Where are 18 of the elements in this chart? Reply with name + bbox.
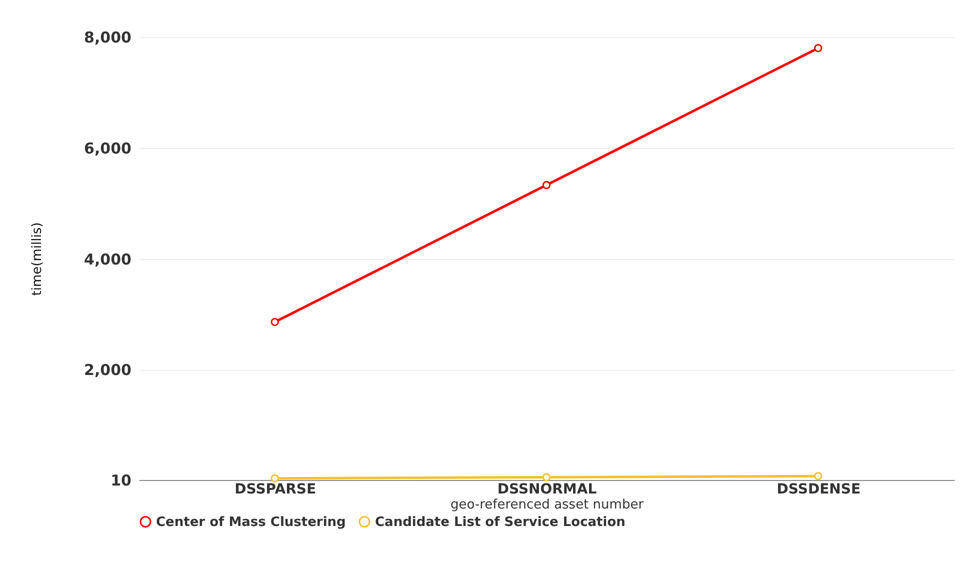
x-axis-title: geo-referenced asset number [450,498,644,512]
x-tick-label: DSSNORMAL [497,482,597,498]
legend-label: Center of Mass Clustering [156,514,346,530]
legend-label: Candidate List of Service Location [375,514,626,530]
point [542,180,551,190]
x-tick-label: DSSDENSE [776,482,861,498]
y-tick-label: 2,000 [84,361,132,380]
point [542,473,551,482]
y-tick-label: 8,000 [84,28,132,46]
x-tick-label: DSSPARSE [234,482,316,498]
y-axis-title: time(millis) [30,222,46,296]
y-tick-label: 10 [110,472,132,490]
y-tick-label: 4,000 [84,250,132,268]
point [814,44,822,52]
y-tick-label: 6,000 [84,139,132,158]
point [270,318,279,326]
point [270,474,279,482]
point [814,472,822,480]
